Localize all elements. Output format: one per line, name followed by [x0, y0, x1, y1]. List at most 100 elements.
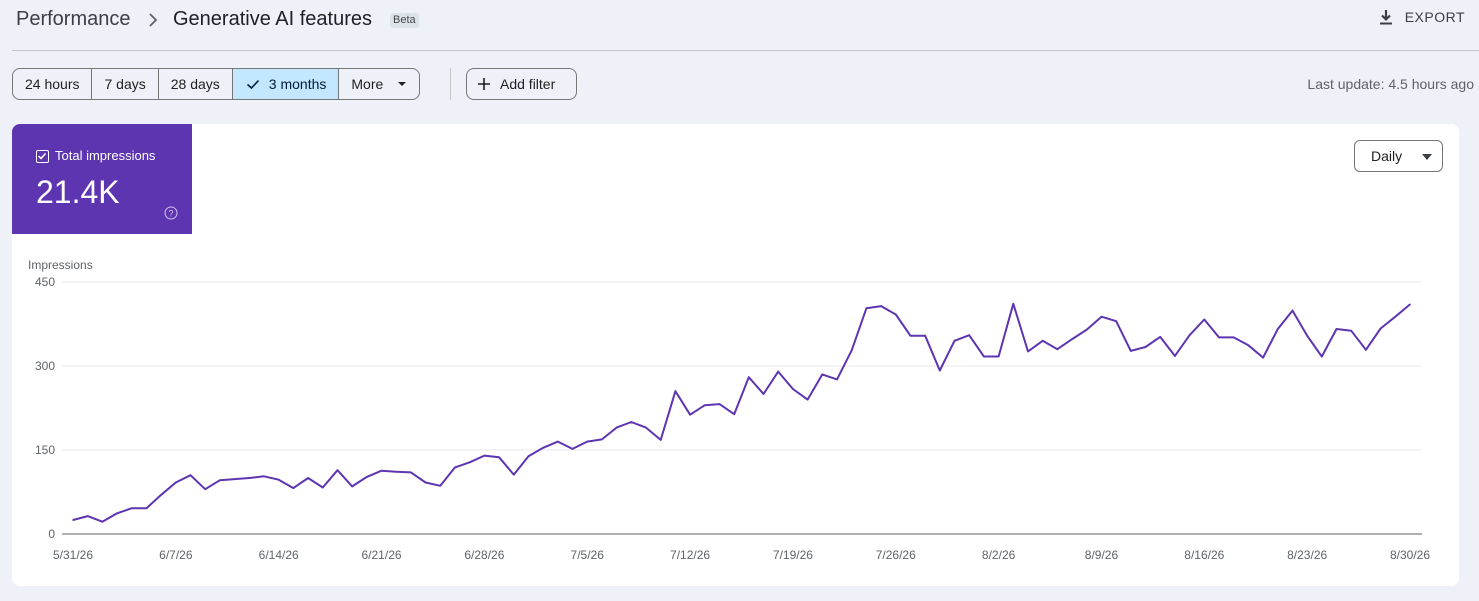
chart-series — [72, 302, 1411, 523]
data-point — [130, 507, 133, 510]
checkbox-checked-icon[interactable] — [36, 150, 49, 163]
data-point — [1174, 355, 1176, 357]
data-point — [1247, 344, 1250, 347]
data-point — [850, 349, 853, 352]
beta-badge: Beta — [390, 13, 419, 28]
caret-down-icon — [398, 82, 407, 86]
data-point — [72, 519, 74, 521]
x-tick-label: 6/14/26 — [259, 548, 299, 562]
data-point — [659, 439, 662, 441]
data-point — [865, 307, 868, 310]
series-line-total-impressions[interactable] — [72, 302, 1411, 523]
total-impressions-tile[interactable]: Total impressions 21.4K ? — [12, 124, 192, 234]
data-point — [997, 355, 1000, 358]
data-point — [1321, 355, 1323, 358]
data-point — [703, 404, 706, 407]
granularity-dropdown[interactable]: Daily — [1354, 140, 1443, 172]
data-point — [248, 477, 251, 479]
data-point — [292, 487, 295, 489]
toolbar-divider — [450, 68, 451, 100]
y-tick-label: 450 — [35, 275, 55, 289]
page-title: Generative AI features — [173, 8, 373, 30]
data-point — [160, 494, 162, 496]
data-point — [601, 438, 603, 441]
data-point — [880, 305, 882, 307]
data-point — [483, 454, 486, 457]
data-point — [542, 446, 544, 449]
svg-text:?: ? — [168, 209, 173, 219]
data-point — [1085, 328, 1088, 331]
data-point — [645, 426, 647, 429]
x-tick-label: 7/26/26 — [876, 548, 916, 562]
data-point — [1365, 348, 1367, 351]
data-point — [351, 485, 353, 488]
data-point — [1130, 350, 1132, 352]
range-7-days[interactable]: 7 days — [92, 69, 159, 99]
data-point — [1100, 315, 1103, 318]
data-point — [410, 471, 412, 474]
data-point — [366, 476, 368, 478]
data-point — [1350, 329, 1353, 332]
data-point — [557, 440, 559, 443]
range-label: 24 hours — [25, 76, 80, 92]
data-point — [454, 466, 456, 469]
x-tick-label: 8/9/26 — [1085, 548, 1119, 562]
help-icon[interactable]: ? — [164, 206, 178, 220]
data-point — [777, 370, 780, 373]
range-label: 3 months — [268, 76, 327, 92]
data-point — [86, 515, 89, 517]
data-point — [894, 313, 897, 316]
x-tick-label: 6/21/26 — [362, 548, 402, 562]
x-tick-label: 8/30/26 — [1390, 548, 1430, 562]
chevron-right-icon — [149, 13, 158, 27]
data-point — [939, 369, 941, 372]
range-28-days[interactable]: 28 days — [159, 69, 233, 99]
data-point — [175, 481, 177, 484]
data-point — [116, 512, 118, 515]
breadcrumb-performance[interactable]: Performance — [16, 8, 131, 30]
x-tick-label: 8/23/26 — [1287, 548, 1327, 562]
data-point — [1232, 336, 1235, 339]
chart-gridlines — [62, 281, 1422, 535]
data-point — [836, 378, 838, 381]
export-button[interactable]: EXPORT — [1377, 8, 1465, 26]
data-point — [953, 340, 956, 342]
data-point — [1027, 350, 1029, 353]
data-point — [439, 485, 442, 487]
data-point — [336, 469, 339, 471]
data-point — [277, 478, 280, 481]
range-24-hours[interactable]: 24 hours — [13, 69, 93, 99]
data-point — [718, 403, 721, 405]
caret-down-icon — [1422, 154, 1432, 160]
data-point — [233, 478, 236, 480]
data-point — [1041, 340, 1044, 342]
data-point — [498, 456, 500, 459]
plus-icon — [478, 78, 490, 90]
x-tick-label: 7/12/26 — [670, 548, 710, 562]
check-icon — [246, 79, 259, 90]
data-point — [204, 488, 207, 491]
data-point — [1203, 318, 1206, 321]
data-point — [1012, 303, 1015, 305]
x-tick-label: 5/31/26 — [53, 548, 93, 562]
data-point — [1218, 336, 1220, 339]
x-tick-label: 7/5/26 — [571, 548, 605, 562]
metric-label: Total impressions — [55, 148, 156, 163]
data-point — [909, 334, 912, 337]
data-point — [1056, 348, 1059, 350]
data-point — [1262, 356, 1264, 359]
data-point — [748, 376, 750, 378]
page-header: Performance Generative AI features Beta … — [0, 0, 1479, 42]
data-point — [983, 355, 985, 358]
data-point — [689, 413, 691, 416]
data-point — [189, 474, 192, 477]
add-filter-button[interactable]: Add filter — [466, 68, 577, 100]
data-point — [1071, 338, 1073, 340]
range-3-months[interactable]: 3 months — [232, 69, 340, 99]
data-point — [1394, 315, 1397, 318]
data-point — [1188, 334, 1191, 336]
range-more-dropdown[interactable]: More — [339, 69, 419, 99]
data-point — [571, 448, 574, 450]
last-update-text: Last update: 4.5 hours ago — [1307, 76, 1474, 92]
y-axis-label: Impressions — [28, 258, 93, 272]
